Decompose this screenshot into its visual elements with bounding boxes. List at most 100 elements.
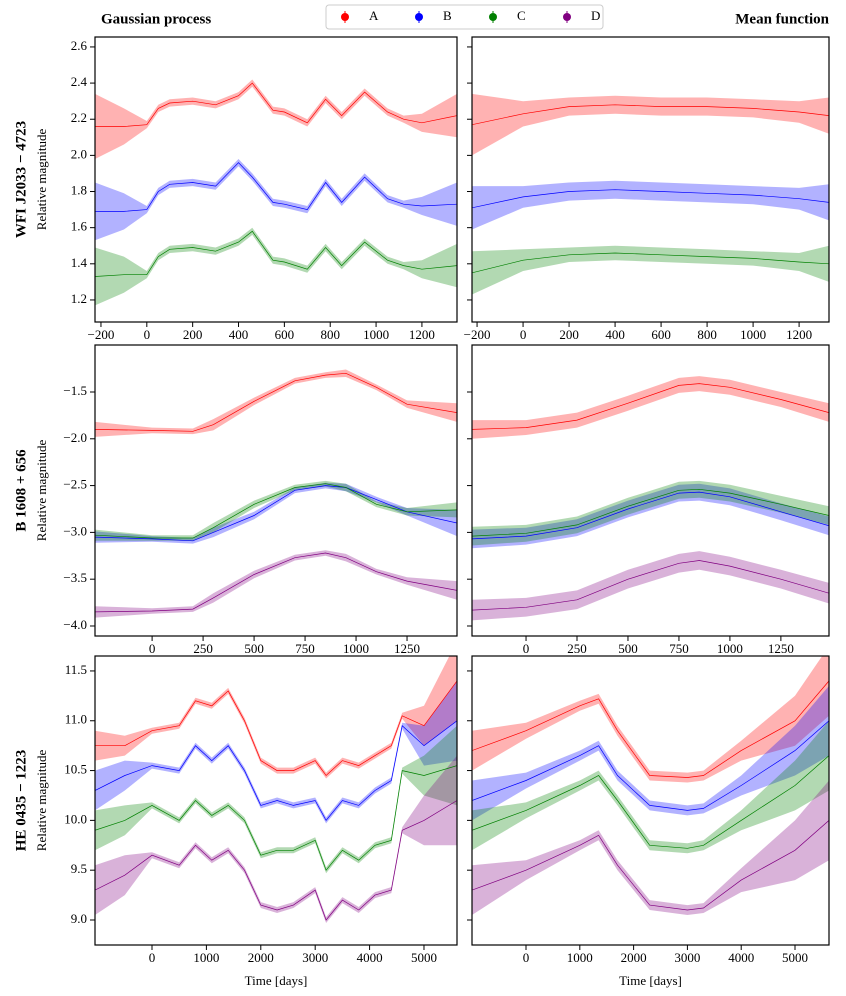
mean-line (95, 800, 457, 921)
y-axis-label: Relative magnitude (34, 750, 49, 852)
x-tick-label: 1000 (343, 641, 369, 656)
plot-area (472, 93, 829, 295)
panel-title: Gaussian process (101, 11, 211, 27)
y-tick-label: 1.6 (71, 219, 88, 234)
y-tick-label: −2.5 (63, 477, 87, 492)
confidence-band (95, 680, 457, 824)
x-tick-label: 600 (275, 327, 295, 342)
x-tick-label: 0 (523, 641, 530, 656)
x-tick-label: 1000 (363, 327, 389, 342)
mean-line (95, 82, 457, 127)
legend-marker (341, 13, 349, 21)
mean-line (95, 230, 457, 277)
confidence-band (472, 656, 829, 783)
confidence-band (95, 79, 457, 159)
y-tick-label: 2.0 (71, 146, 87, 161)
y-tick-label: −3.0 (63, 523, 87, 538)
y-tick-label: 1.2 (71, 291, 87, 306)
legend-marker (489, 13, 497, 21)
y-tick-label: −3.5 (63, 570, 87, 585)
x-tick-label: 250 (193, 641, 213, 656)
plot-area (95, 369, 457, 618)
y-tick-label: 10.0 (64, 811, 87, 826)
x-axis-label: Time [days] (245, 973, 308, 988)
mean-line (472, 383, 829, 430)
y-axis-label: Relative magnitude (34, 129, 49, 231)
y-tick-label: 11.5 (65, 662, 87, 677)
x-tick-label: −200 (464, 327, 491, 342)
confidence-band (472, 480, 829, 546)
x-tick-label: 600 (651, 327, 671, 342)
x-tick-label: 4000 (357, 950, 383, 965)
x-tick-label: 5000 (411, 950, 437, 965)
x-tick-label: 4000 (728, 950, 754, 965)
axes-frame (471, 655, 830, 946)
confidence-band (95, 755, 457, 923)
axes-frame (471, 36, 830, 323)
mean-line (472, 680, 829, 778)
axes-frame (94, 655, 458, 946)
mean-line (95, 720, 457, 822)
y-tick-label: 9.5 (71, 861, 87, 876)
x-tick-label: 1000 (740, 327, 766, 342)
x-tick-label: 800 (320, 327, 340, 342)
y-axis-label: Relative magnitude (34, 440, 49, 542)
y-tick-label: 1.4 (71, 255, 88, 270)
x-tick-label: 750 (669, 641, 689, 656)
y-tick-label: 11.0 (65, 712, 87, 727)
legend-label: C (517, 8, 526, 23)
x-tick-label: 1000 (717, 641, 743, 656)
x-tick-label: 400 (605, 327, 625, 342)
y-tick-label: −1.5 (63, 383, 87, 398)
legend-box (325, 4, 604, 30)
x-tick-label: 400 (229, 327, 249, 342)
confidence-band (472, 551, 829, 621)
plot-area (95, 656, 457, 923)
confidence-band (472, 720, 829, 854)
x-tick-label: 1200 (786, 327, 812, 342)
x-tick-label: 1000 (193, 950, 219, 965)
mean-line (95, 552, 457, 613)
confidence-band (95, 159, 457, 241)
x-tick-label: 0 (523, 950, 530, 965)
confidence-band (472, 180, 829, 230)
mean-line (472, 491, 829, 540)
legend: A B C D (341, 8, 600, 23)
plot-area (472, 656, 829, 915)
mean-line (95, 485, 457, 542)
axes-frame (471, 344, 830, 637)
y-tick-label: −2.0 (63, 430, 87, 445)
mean-line (95, 680, 457, 777)
mean-line (95, 765, 457, 871)
x-tick-label: 3000 (674, 950, 700, 965)
y-tick-label: 10.5 (64, 762, 87, 777)
x-axis-label: Time [days] (619, 973, 682, 988)
x-tick-label: 800 (697, 327, 717, 342)
x-tick-label: 2000 (621, 950, 647, 965)
x-tick-label: 0 (520, 327, 527, 342)
confidence-band (95, 550, 457, 618)
x-tick-label: 0 (144, 327, 151, 342)
axes-frame (94, 36, 458, 323)
mean-line (472, 104, 829, 126)
y-tick-label: −4.0 (63, 617, 87, 632)
confidence-band (472, 245, 829, 295)
plot-area (472, 376, 829, 621)
legend-marker (563, 13, 571, 21)
panel-title: Mean function (735, 11, 829, 27)
legend-label: A (369, 8, 379, 23)
x-tick-label: 750 (295, 641, 315, 656)
plot-area (95, 79, 457, 306)
legend-marker (415, 13, 423, 21)
x-tick-label: 0 (149, 641, 156, 656)
mean-line (472, 720, 829, 811)
y-tick-label: 2.2 (71, 110, 87, 125)
confidence-band (95, 227, 457, 306)
x-tick-label: 250 (567, 641, 587, 656)
mean-line (472, 189, 829, 209)
x-tick-label: 1250 (394, 641, 420, 656)
x-tick-label: 1200 (409, 327, 435, 342)
x-tick-label: 1250 (768, 641, 794, 656)
x-tick-label: 5000 (782, 950, 808, 965)
x-tick-label: 2000 (248, 950, 274, 965)
